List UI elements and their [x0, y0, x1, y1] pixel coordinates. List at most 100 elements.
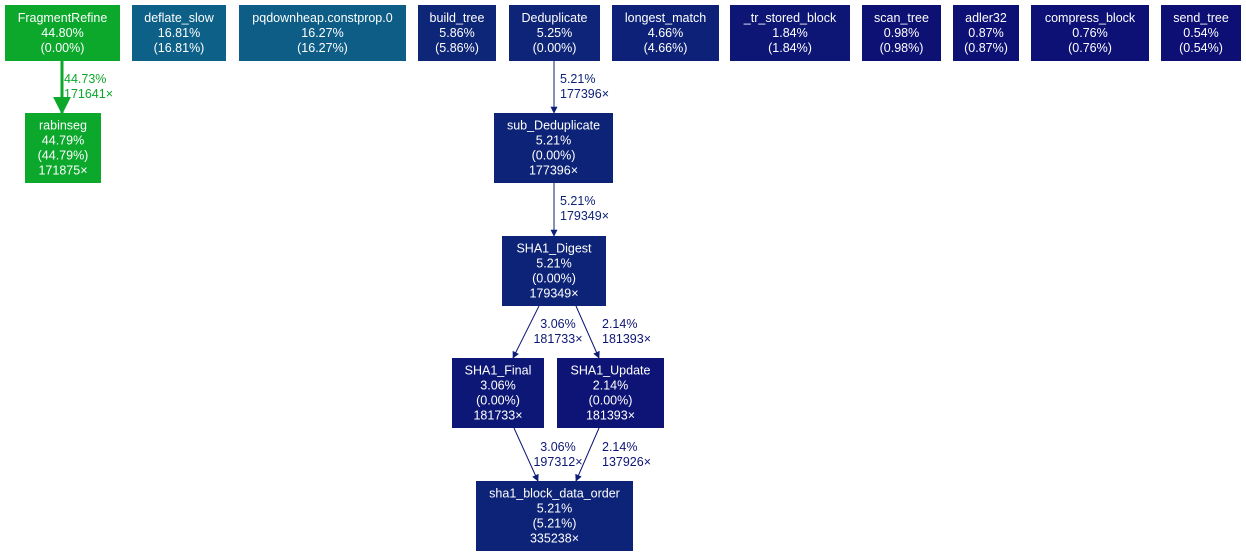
node-stat: (0.00%): [476, 394, 520, 408]
node-label: sub_Deduplicate: [507, 119, 600, 133]
node-stat: (1.84%): [768, 41, 812, 55]
edge-sha1-update-to-sha1-block-data-order: 2.14%137926×: [575, 427, 651, 482]
node-box: [452, 358, 544, 428]
edge-line: [575, 305, 600, 359]
node-label: adler32: [965, 11, 1007, 25]
edge-percent-label: 5.21%: [560, 72, 595, 86]
node-label: rabinseg: [39, 119, 87, 133]
node-label: send_tree: [1173, 11, 1229, 25]
edge-sub-deduplicate-to-sha1-digest: 5.21%179349×: [550, 183, 609, 237]
node-box: [476, 481, 633, 551]
node-box: [509, 5, 600, 61]
node-stat: (0.54%): [1179, 41, 1223, 55]
node-stat: (5.21%): [533, 517, 577, 531]
node-stat: (0.00%): [532, 272, 576, 286]
node-stat: 2.14%: [593, 379, 628, 393]
node-box: [1031, 5, 1149, 61]
node-stat: 179349×: [529, 287, 578, 301]
node-stat: 0.98%: [884, 26, 919, 40]
node-stat: (5.86%): [435, 41, 479, 55]
node-box: [1161, 5, 1241, 61]
node-stat: 171875×: [38, 164, 87, 178]
node-stat: 44.79%: [42, 134, 84, 148]
node-stat: 177396×: [529, 164, 578, 178]
node-stat: 181393×: [586, 409, 635, 423]
node-box: [494, 113, 613, 183]
node-stat: 16.27%: [301, 26, 343, 40]
edge-deduplicate-to-sub-deduplicate: 5.21%177396×: [550, 61, 609, 114]
node-box: [502, 236, 606, 306]
node-label: SHA1_Update: [571, 364, 651, 378]
edge-layer: 44.73%171641×5.21%177396×5.21%179349×3.0…: [53, 61, 651, 482]
node-box: [730, 5, 850, 61]
node-label: longest_match: [625, 11, 706, 25]
node-stat: (44.79%): [38, 149, 89, 163]
node-box: [862, 5, 941, 61]
edge-sha1-final-to-sha1-block-data-order: 3.06%197312×: [513, 427, 583, 482]
node-label: SHA1_Digest: [516, 242, 592, 256]
node-box: [25, 113, 101, 183]
node-stat: (0.00%): [41, 41, 85, 55]
edge-count-label: 177396×: [560, 87, 609, 101]
edge-percent-label: 2.14%: [602, 317, 637, 331]
node-label: build_tree: [430, 11, 485, 25]
node-stat: 335238×: [530, 532, 579, 546]
edge-count-label: 181733×: [533, 332, 582, 346]
node-stat: 0.87%: [968, 26, 1003, 40]
node-stat: 5.25%: [537, 26, 572, 40]
node-label: _tr_stored_block: [743, 11, 837, 25]
edge-fragmentrefine-to-rabinseg: 44.73%171641×: [53, 61, 113, 115]
node-box: [612, 5, 719, 61]
node-stat: 5.21%: [536, 134, 571, 148]
node-stat: (0.00%): [532, 149, 576, 163]
edge-percent-label: 3.06%: [540, 440, 575, 454]
node-stat: 181733×: [473, 409, 522, 423]
edge-percent-label: 5.21%: [560, 194, 595, 208]
node-box: [953, 5, 1019, 61]
node-stat: 4.66%: [648, 26, 683, 40]
edge-sha1-digest-to-sha1-final: 3.06%181733×: [512, 305, 583, 359]
node-stat: (0.00%): [533, 41, 577, 55]
node-box: [5, 5, 120, 61]
node-label: SHA1_Final: [465, 364, 532, 378]
node-stat: (16.27%): [297, 41, 348, 55]
node-stat: 5.86%: [439, 26, 474, 40]
edge-line: [512, 305, 540, 359]
node-stat: (0.00%): [589, 394, 633, 408]
node-box: [132, 5, 226, 61]
node-stat: 0.54%: [1183, 26, 1218, 40]
node-stat: 5.21%: [537, 502, 572, 516]
node-label: Deduplicate: [521, 11, 587, 25]
node-box: [239, 5, 406, 61]
node-label: pqdownheap.constprop.0: [252, 11, 392, 25]
node-stat: 44.80%: [41, 26, 83, 40]
edge-count-label: 171641×: [64, 87, 113, 101]
node-label: compress_block: [1045, 11, 1136, 25]
node-label: FragmentRefine: [18, 11, 108, 25]
edge-sha1-digest-to-sha1-update: 2.14%181393×: [575, 305, 651, 359]
node-stat: 5.21%: [536, 257, 571, 271]
edge-percent-label: 3.06%: [540, 317, 575, 331]
edge-line: [513, 427, 539, 482]
node-stat: (16.81%): [154, 41, 205, 55]
node-box: [418, 5, 496, 61]
node-stat: 16.81%: [158, 26, 200, 40]
node-pqdownheap[interactable]: pqdownheap.constprop.016.27%(16.27%): [239, 5, 406, 61]
